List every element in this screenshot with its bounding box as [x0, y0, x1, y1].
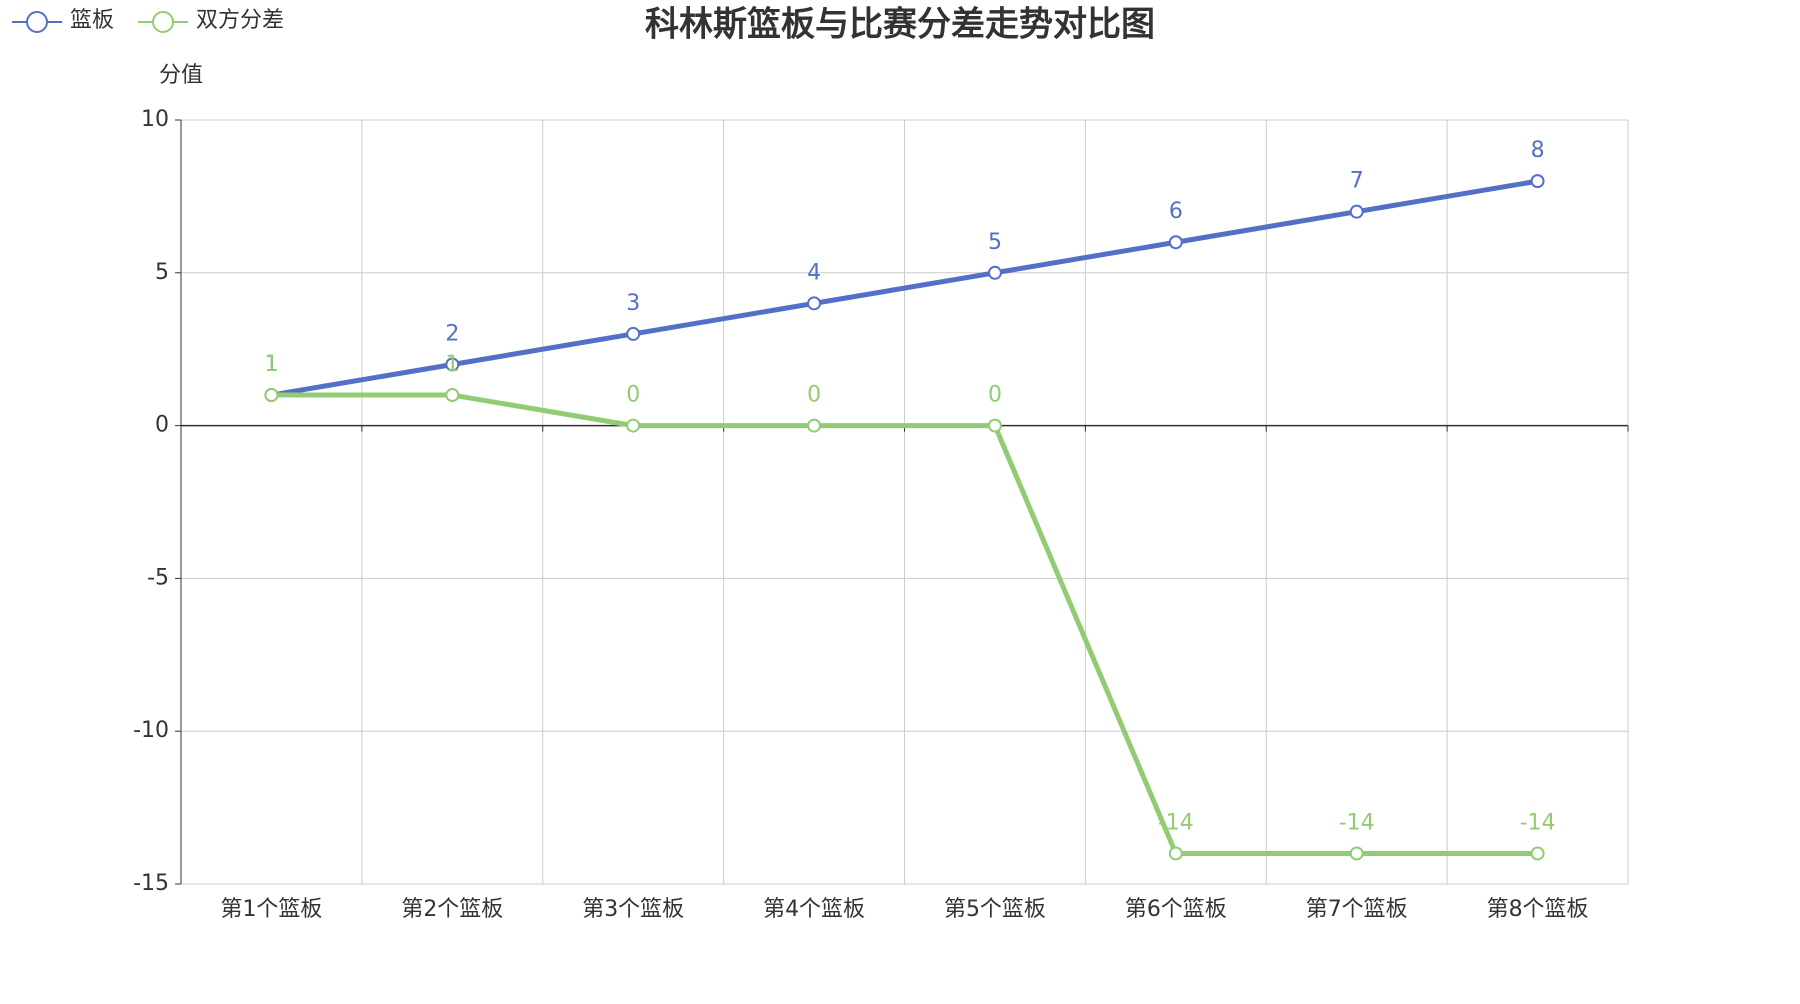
data-point — [1168, 846, 1183, 861]
data-label: 0 — [988, 383, 1002, 408]
y-tick-label: -10 — [133, 718, 169, 743]
data-label: 1 — [264, 352, 278, 377]
data-label: 0 — [807, 383, 821, 408]
y-tick-label: -15 — [133, 871, 169, 896]
data-label: -14 — [1158, 810, 1194, 835]
legend-label: 双方分差 — [196, 8, 284, 33]
x-tick-label: 第5个篮板 — [944, 897, 1046, 922]
x-tick-label: 第6个篮板 — [1125, 897, 1227, 922]
data-point — [987, 265, 1002, 280]
legend-marker — [26, 11, 48, 33]
data-label: 4 — [807, 260, 821, 285]
series-line — [271, 392, 1538, 856]
y-axis-label: 分值 — [159, 63, 203, 88]
x-tick-label: 第4个篮板 — [763, 897, 865, 922]
data-label: 1 — [264, 352, 278, 377]
series-line — [271, 178, 1538, 398]
legend-label: 篮板 — [70, 8, 114, 33]
data-point — [807, 296, 822, 311]
data-point — [445, 388, 460, 403]
data-label: 3 — [626, 291, 640, 316]
x-tick-label: 第8个篮板 — [1487, 897, 1589, 922]
data-point — [264, 388, 279, 403]
x-tick-label: 第7个篮板 — [1306, 897, 1408, 922]
data-label: 7 — [1350, 169, 1364, 194]
legend-marker — [152, 11, 175, 33]
data-label: 5 — [988, 230, 1002, 255]
data-point — [1349, 846, 1364, 861]
y-tick-label: 0 — [155, 413, 169, 438]
data-point — [626, 326, 641, 341]
x-tick-label: 第3个篮板 — [582, 897, 684, 922]
data-point — [626, 418, 641, 433]
y-tick-label: -5 — [147, 565, 169, 590]
data-point — [445, 357, 460, 372]
x-tick-label: 第1个篮板 — [220, 897, 322, 922]
data-label: -14 — [1339, 810, 1375, 835]
data-label: 8 — [1531, 138, 1545, 163]
data-point — [1168, 235, 1183, 250]
y-tick-label: 5 — [155, 260, 169, 285]
data-label: -14 — [1520, 810, 1556, 835]
y-tick-label: 10 — [141, 107, 169, 132]
data-point — [807, 418, 822, 433]
chart-title: 科林斯篮板与比赛分差走势对比图 — [645, 5, 1155, 45]
data-point — [1530, 846, 1545, 861]
data-label: 1 — [445, 352, 459, 377]
data-label: 0 — [626, 383, 640, 408]
data-label: 2 — [445, 321, 459, 346]
data-point — [1349, 204, 1364, 219]
data-point — [1530, 174, 1545, 189]
x-tick-label: 第2个篮板 — [401, 897, 503, 922]
data-label: 6 — [1169, 199, 1183, 224]
data-point — [987, 418, 1002, 433]
